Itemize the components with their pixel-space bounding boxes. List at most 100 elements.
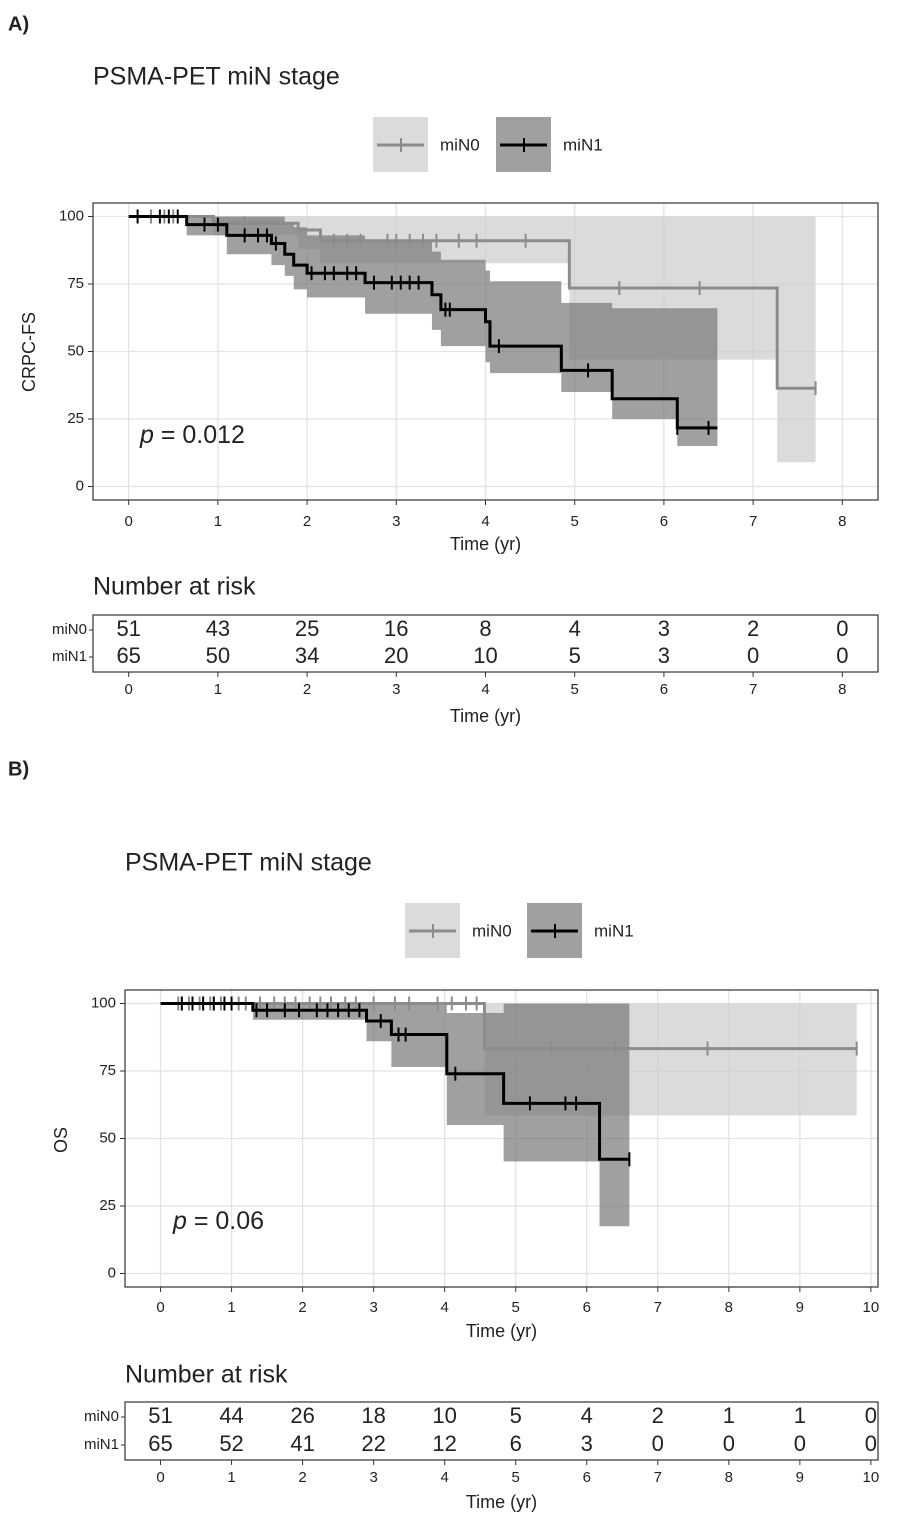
panel-label: A) (8, 13, 29, 35)
risk-x-tick-label: 9 (796, 1469, 804, 1486)
risk-count: 8 (479, 616, 491, 641)
risk-x-tick-label: 2 (303, 681, 311, 698)
risk-title: Number at risk (125, 1361, 288, 1389)
risk-count: 52 (219, 1431, 243, 1456)
risk-count: 12 (432, 1431, 456, 1456)
risk-x-tick-label: 3 (369, 1469, 377, 1486)
risk-count: 5 (510, 1403, 522, 1428)
risk-count: 1 (794, 1403, 806, 1428)
risk-count: 51 (116, 616, 140, 641)
x-tick-label: 1 (214, 513, 222, 530)
y-tick-label: 0 (108, 1264, 116, 1281)
risk-x-tick-label: 8 (725, 1469, 733, 1486)
legend-label: miN0 (472, 921, 512, 940)
x-tick-label: 4 (481, 513, 489, 530)
risk-x-tick-label: 5 (512, 1469, 520, 1486)
risk-count: 1 (723, 1403, 735, 1428)
legend-label: miN0 (440, 135, 480, 154)
risk-x-tick-label: 3 (392, 681, 400, 698)
risk-count: 0 (865, 1431, 877, 1456)
risk-x-tick-label: 7 (654, 1469, 662, 1486)
risk-count: 16 (384, 616, 408, 641)
y-tick-label: 50 (99, 1129, 116, 1146)
survival-curve (128, 215, 816, 390)
x-axis-label: Time (yr) (466, 1321, 537, 1341)
x-tick-label: 2 (298, 1299, 306, 1316)
risk-count: 3 (581, 1431, 593, 1456)
x-tick-label: 7 (654, 1299, 662, 1316)
risk-count: 22 (361, 1431, 385, 1456)
y-axis-label: OS (51, 1127, 71, 1153)
risk-x-tick-label: 4 (440, 1469, 448, 1486)
legend-label: miN1 (563, 135, 603, 154)
risk-count: 26 (290, 1403, 314, 1428)
x-tick-label: 0 (156, 1299, 164, 1316)
confidence-band (160, 1003, 630, 1227)
risk-x-tick-label: 1 (214, 681, 222, 698)
p-text: = 0.012 (161, 421, 245, 449)
x-tick-label: 4 (440, 1299, 448, 1316)
risk-count: 18 (361, 1403, 385, 1428)
risk-count: 20 (384, 643, 408, 668)
risk-x-tick-label: 1 (227, 1469, 235, 1486)
y-tick-label: 100 (59, 207, 84, 224)
x-tick-label: 7 (749, 513, 757, 530)
x-tick-label: 8 (838, 513, 846, 530)
x-tick-label: 3 (392, 513, 400, 530)
risk-count: 0 (652, 1431, 664, 1456)
risk-count: 0 (865, 1403, 877, 1428)
risk-count: 34 (295, 643, 319, 668)
p-value: p = 0.012 (139, 421, 245, 449)
p-symbol: p (172, 1207, 187, 1235)
risk-count: 3 (658, 643, 670, 668)
risk-x-tick-label: 4 (481, 681, 489, 698)
x-axis-label: Time (yr) (450, 534, 521, 554)
risk-count: 51 (148, 1403, 172, 1428)
x-tick-label: 3 (369, 1299, 377, 1316)
risk-row-label: miN0 (84, 1408, 119, 1425)
p-symbol: p (139, 421, 154, 449)
p-value: p = 0.06 (172, 1207, 264, 1235)
risk-count: 0 (836, 616, 848, 641)
risk-count: 4 (581, 1403, 593, 1428)
risk-count: 50 (206, 643, 230, 668)
risk-count: 10 (432, 1403, 456, 1428)
risk-x-tick-label: 0 (156, 1469, 164, 1486)
risk-count: 0 (747, 643, 759, 668)
y-tick-label: 75 (99, 1062, 116, 1079)
y-tick-label: 25 (99, 1197, 116, 1214)
risk-frame (92, 614, 879, 673)
risk-x-tick-label: 8 (838, 681, 846, 698)
risk-count: 41 (290, 1431, 314, 1456)
x-tick-label: 2 (303, 513, 311, 530)
risk-x-tick-label: 6 (660, 681, 668, 698)
y-axis-label: CRPC-FS (19, 312, 39, 392)
risk-row-label: miN1 (52, 648, 87, 665)
risk-row-label: miN1 (84, 1436, 119, 1453)
risk-count: 2 (747, 616, 759, 641)
risk-count: 0 (794, 1431, 806, 1456)
risk-x-label: Time (yr) (466, 1492, 537, 1512)
risk-x-tick-label: 10 (863, 1469, 880, 1486)
risk-x-tick-label: 6 (583, 1469, 591, 1486)
risk-frame (124, 1401, 879, 1461)
risk-count: 0 (836, 643, 848, 668)
risk-count: 25 (295, 616, 319, 641)
chart-title: PSMA-PET miN stage (125, 849, 372, 877)
x-tick-label: 6 (583, 1299, 591, 1316)
survival-curve (160, 1002, 857, 1051)
y-tick-label: 75 (67, 275, 84, 292)
risk-row-label: miN0 (52, 621, 87, 638)
y-tick-label: 50 (67, 342, 84, 359)
risk-title: Number at risk (93, 573, 256, 601)
risk-count: 43 (206, 616, 230, 641)
x-tick-label: 6 (660, 513, 668, 530)
survival-curve (128, 215, 718, 430)
x-tick-label: 1 (227, 1299, 235, 1316)
risk-count: 6 (510, 1431, 522, 1456)
risk-count: 2 (652, 1403, 664, 1428)
risk-count: 0 (723, 1431, 735, 1456)
risk-x-label: Time (yr) (450, 706, 521, 726)
risk-count: 5 (569, 643, 581, 668)
